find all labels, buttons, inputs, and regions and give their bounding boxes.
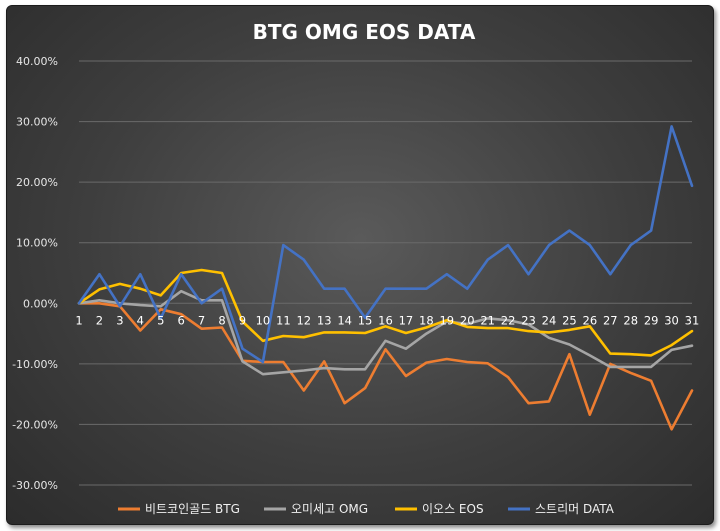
x-tick-label: 6 <box>178 313 185 327</box>
x-tick-label: 29 <box>644 313 659 327</box>
x-tick-label: 7 <box>198 313 205 327</box>
x-tick-label: 12 <box>296 313 311 327</box>
legend-label: 스트리머 DATA <box>535 502 615 516</box>
x-tick-label: 13 <box>317 313 332 327</box>
x-tick-label: 26 <box>583 313 598 327</box>
y-tick-label: 30.00% <box>16 116 58 129</box>
legend-label: 비트코인골드 BTG <box>145 502 240 516</box>
x-tick-label: 5 <box>157 313 164 327</box>
x-tick-label: 24 <box>542 313 557 327</box>
x-tick-label: 14 <box>337 313 352 327</box>
x-tick-label: 9 <box>239 313 246 327</box>
x-tick-label: 2 <box>96 313 103 327</box>
x-tick-label: 4 <box>137 313 144 327</box>
y-tick-label: 0.00% <box>23 297 58 310</box>
y-tick-label: -30.00% <box>12 479 58 492</box>
x-tick-label: 27 <box>603 313 618 327</box>
x-tick-label: 16 <box>378 313 393 327</box>
series-line <box>77 289 694 376</box>
x-axis-labels: 1 2 3 4 5 6 7 8 9 10 11 12 13 14 15 16 17 18 19 20 21 22 23 24 2… <box>75 313 699 327</box>
y-tick-label: -10.00% <box>12 358 58 371</box>
x-tick-label: 11 <box>276 313 291 327</box>
x-tick-label: 31 <box>685 313 700 327</box>
x-tick-label: 20 <box>460 313 475 327</box>
gridlines <box>79 60 692 486</box>
x-tick-label: 30 <box>664 313 679 327</box>
legend-label: 이오스 EOS <box>422 502 484 516</box>
x-tick-label: 25 <box>562 313 577 327</box>
x-tick-label: 17 <box>399 313 414 327</box>
x-tick-label: 23 <box>521 313 536 327</box>
series-line <box>77 125 694 364</box>
legend-label: 오미세고 OMG <box>291 502 368 516</box>
y-tick-label: 10.00% <box>16 237 58 250</box>
x-tick-label: 15 <box>358 313 373 327</box>
chart-area <box>6 5 714 525</box>
y-tick-label: 40.00% <box>16 55 58 68</box>
y-axis-labels: 40.00% 30.00% 20.00% 10.00% 0.00% -10.00% -20.… <box>12 55 58 492</box>
x-tick-label: 3 <box>116 313 123 327</box>
x-tick-label: 19 <box>439 313 454 327</box>
legend: 비트코인골드 BTG 오미세고 OMG 이오스 EOS 스트리머 DATA <box>118 502 615 516</box>
series-lines <box>77 125 694 431</box>
chart-title: BTG OMG EOS DATA <box>253 20 476 44</box>
x-tick-label: 10 <box>256 313 271 327</box>
x-tick-label: 22 <box>501 313 516 327</box>
x-tick-label: 18 <box>419 313 434 327</box>
x-tick-label: 8 <box>218 313 225 327</box>
y-tick-label: 20.00% <box>16 176 58 189</box>
y-tick-label: -20.00% <box>12 418 58 431</box>
x-tick-label: 1 <box>75 313 82 327</box>
x-tick-label: 28 <box>623 313 638 327</box>
x-tick-label: 21 <box>480 313 495 327</box>
series-line <box>77 301 694 431</box>
